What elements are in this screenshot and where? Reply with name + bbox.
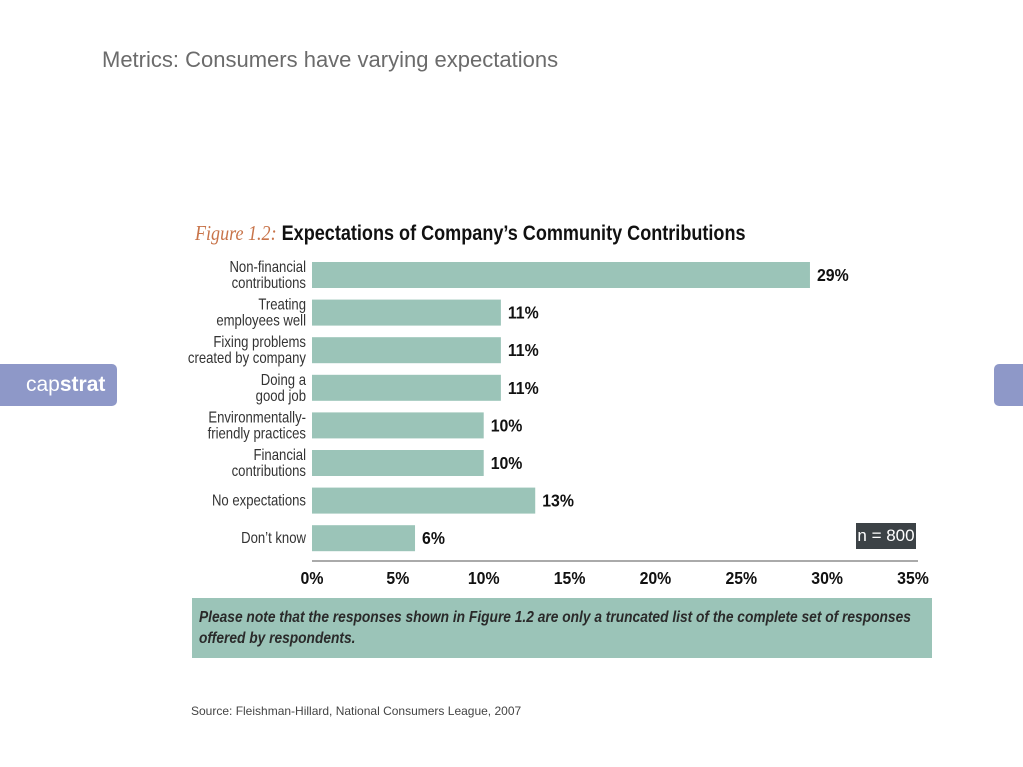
bar-value-label: 11%: [508, 340, 539, 360]
x-tick-label: 10%: [468, 568, 500, 588]
bar-value-label: 6%: [422, 528, 445, 548]
x-tick-label: 20%: [640, 568, 672, 588]
category-label: contributions: [232, 275, 306, 292]
category-label: Fixing problems: [213, 334, 306, 351]
category-label: contributions: [232, 463, 306, 480]
figure-title: Figure 1.2: Expectations of Company’s Co…: [195, 221, 746, 246]
bar-value-label: 13%: [542, 491, 574, 511]
category-label: created by company: [188, 350, 307, 367]
x-tick-label: 30%: [811, 568, 843, 588]
slide-title: Metrics: Consumers have varying expectat…: [102, 47, 559, 72]
bar: [312, 525, 416, 552]
figure-title-text: Expectations of Company’s Community Cont…: [281, 222, 746, 245]
next-slide-tab[interactable]: [994, 364, 1023, 406]
x-tick-label: 15%: [554, 568, 586, 588]
logo-text-strat: strat: [59, 373, 106, 396]
bar-value-label: 10%: [491, 415, 523, 435]
x-tick-label: 35%: [897, 568, 929, 588]
note-text: Please note that the responses shown in …: [199, 609, 911, 647]
bar-value-label: 10%: [491, 453, 523, 473]
sample-size-badge: n = 800: [856, 523, 916, 549]
bar: [312, 487, 536, 514]
category-label: Don’t know: [241, 530, 306, 547]
category-label: Doing a: [261, 372, 307, 389]
source-citation: Source: Fleishman-Hillard, National Cons…: [191, 704, 522, 718]
category-label: employees well: [216, 312, 306, 329]
bar: [312, 299, 501, 326]
x-tick-label: 5%: [386, 568, 409, 588]
category-label: Environmentally-: [208, 409, 306, 426]
category-label: No expectations: [212, 492, 306, 509]
bar: [312, 374, 501, 401]
capstrat-logo: capstrat: [0, 364, 117, 406]
x-tick-label: 25%: [725, 568, 757, 588]
bar-value-label: 11%: [508, 303, 539, 323]
category-label: good job: [256, 388, 306, 405]
bar-value-label: 11%: [508, 378, 539, 398]
bar: [312, 337, 501, 364]
note-box: Please note that the responses shown in …: [192, 598, 932, 658]
figure-number: Figure 1.2:: [195, 221, 277, 245]
bar-value-label: 29%: [817, 265, 849, 285]
bar: [312, 262, 810, 288]
bar: [312, 412, 484, 439]
bar: [312, 450, 484, 476]
x-tick-label: 0%: [301, 568, 324, 588]
logo-text: capstrat: [26, 373, 105, 397]
category-label: Non-financial: [229, 259, 306, 276]
category-label: friendly practices: [208, 425, 306, 442]
category-label: Treating: [258, 296, 306, 313]
logo-text-cap: cap: [26, 373, 60, 396]
category-label: Financial: [254, 447, 306, 464]
